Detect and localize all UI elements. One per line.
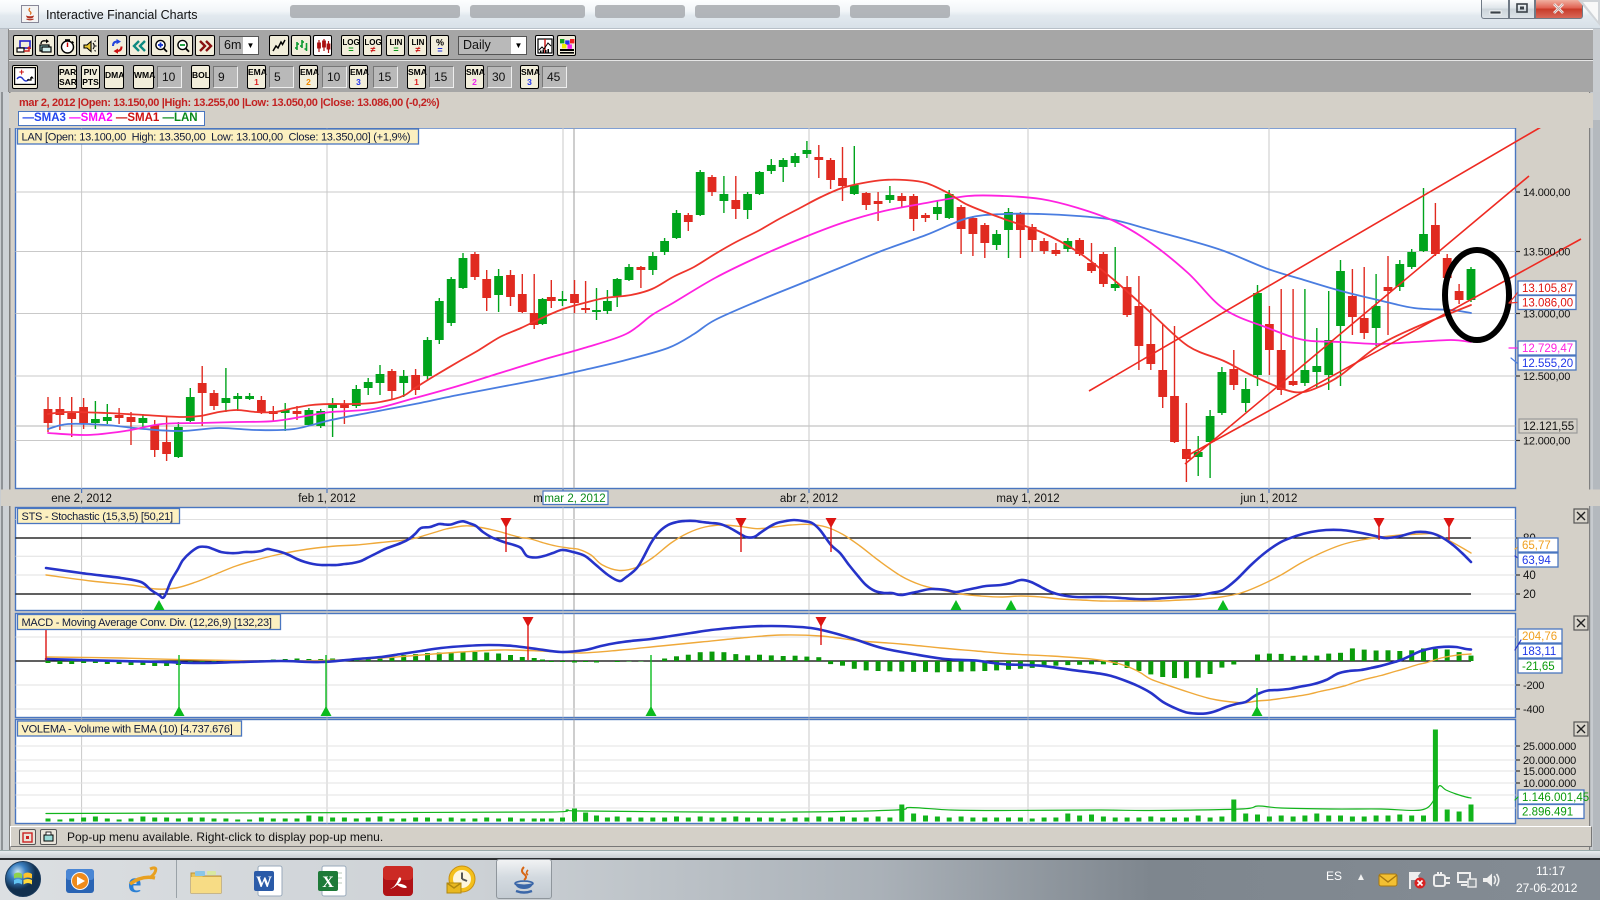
svg-text:%: % xyxy=(435,38,443,48)
svg-text:LIN: LIN xyxy=(411,38,424,47)
svg-text:14.000,00: 14.000,00 xyxy=(1523,187,1570,199)
svg-text:13.000,00: 13.000,00 xyxy=(1523,309,1570,321)
svg-text:LIN: LIN xyxy=(389,38,402,47)
svg-text:may 1, 2012: may 1, 2012 xyxy=(996,493,1059,505)
svg-text:jun 1, 2012: jun 1, 2012 xyxy=(1240,493,1298,505)
svg-text:13.086,00: 13.086,00 xyxy=(1522,298,1573,310)
svg-text:=: = xyxy=(348,45,353,55)
svg-text:LOG: LOG xyxy=(365,38,381,47)
svg-text:X: X xyxy=(322,874,334,891)
svg-text:12.500,00: 12.500,00 xyxy=(1523,371,1570,383)
svg-text:12.555,20: 12.555,20 xyxy=(1522,358,1573,370)
svg-text:20: 20 xyxy=(1523,589,1536,601)
svg-text:183,11: 183,11 xyxy=(1522,646,1556,658)
svg-text:≠: ≠ xyxy=(415,45,420,55)
svg-text:12.121,55: 12.121,55 xyxy=(1523,421,1574,433)
svg-text:-200: -200 xyxy=(1523,680,1544,692)
svg-text:15.000.000: 15.000.000 xyxy=(1523,766,1576,778)
svg-text:ene 2, 2012: ene 2, 2012 xyxy=(51,493,112,505)
svg-text:≠: ≠ xyxy=(370,45,375,55)
svg-text:13.500,00: 13.500,00 xyxy=(1523,247,1570,259)
svg-text:VOLEMA - Volume with EMA (10): VOLEMA - Volume with EMA (10) [4.737.676… xyxy=(22,724,233,736)
svg-text:+: + xyxy=(19,67,24,77)
svg-text:204,76: 204,76 xyxy=(1522,631,1557,643)
svg-text:MACD - Moving Average Conv. Di: MACD - Moving Average Conv. Div. (12,26,… xyxy=(22,617,272,629)
svg-text:STS - Stochastic (15,3,5) [50,: STS - Stochastic (15,3,5) [50,21] xyxy=(22,511,174,523)
svg-text:=: = xyxy=(393,45,398,55)
svg-text:65,77: 65,77 xyxy=(1522,540,1551,552)
svg-text:feb 1, 2012: feb 1, 2012 xyxy=(298,493,356,505)
svg-text:1.146.001,45: 1.146.001,45 xyxy=(1522,792,1589,804)
svg-text:40: 40 xyxy=(1523,570,1536,582)
svg-text:m: m xyxy=(533,493,543,505)
svg-text:25.000.000: 25.000.000 xyxy=(1523,741,1576,753)
svg-text:10.000.000: 10.000.000 xyxy=(1523,778,1576,790)
svg-text:mar 2, 2012: mar 2, 2012 xyxy=(544,493,605,505)
svg-text:-21,65: -21,65 xyxy=(1522,661,1555,673)
svg-text:LOG: LOG xyxy=(343,38,359,47)
svg-text:13.105,87: 13.105,87 xyxy=(1522,283,1573,295)
svg-text:LAN [Open: 13.100,00 High: 13: LAN [Open: 13.100,00 High: 13.350,00 Low… xyxy=(22,132,411,144)
svg-text:20.000.000: 20.000.000 xyxy=(1523,755,1576,767)
svg-text:12.729,47: 12.729,47 xyxy=(1522,343,1573,355)
svg-text:12.000,00: 12.000,00 xyxy=(1523,436,1570,448)
svg-text:63,94: 63,94 xyxy=(1522,555,1551,567)
svg-text:2.896.491: 2.896.491 xyxy=(1522,807,1573,819)
svg-text:W: W xyxy=(256,874,272,891)
svg-text:=: = xyxy=(437,45,442,54)
svg-text:abr 2, 2012: abr 2, 2012 xyxy=(780,493,838,505)
svg-text:-400: -400 xyxy=(1523,704,1544,716)
